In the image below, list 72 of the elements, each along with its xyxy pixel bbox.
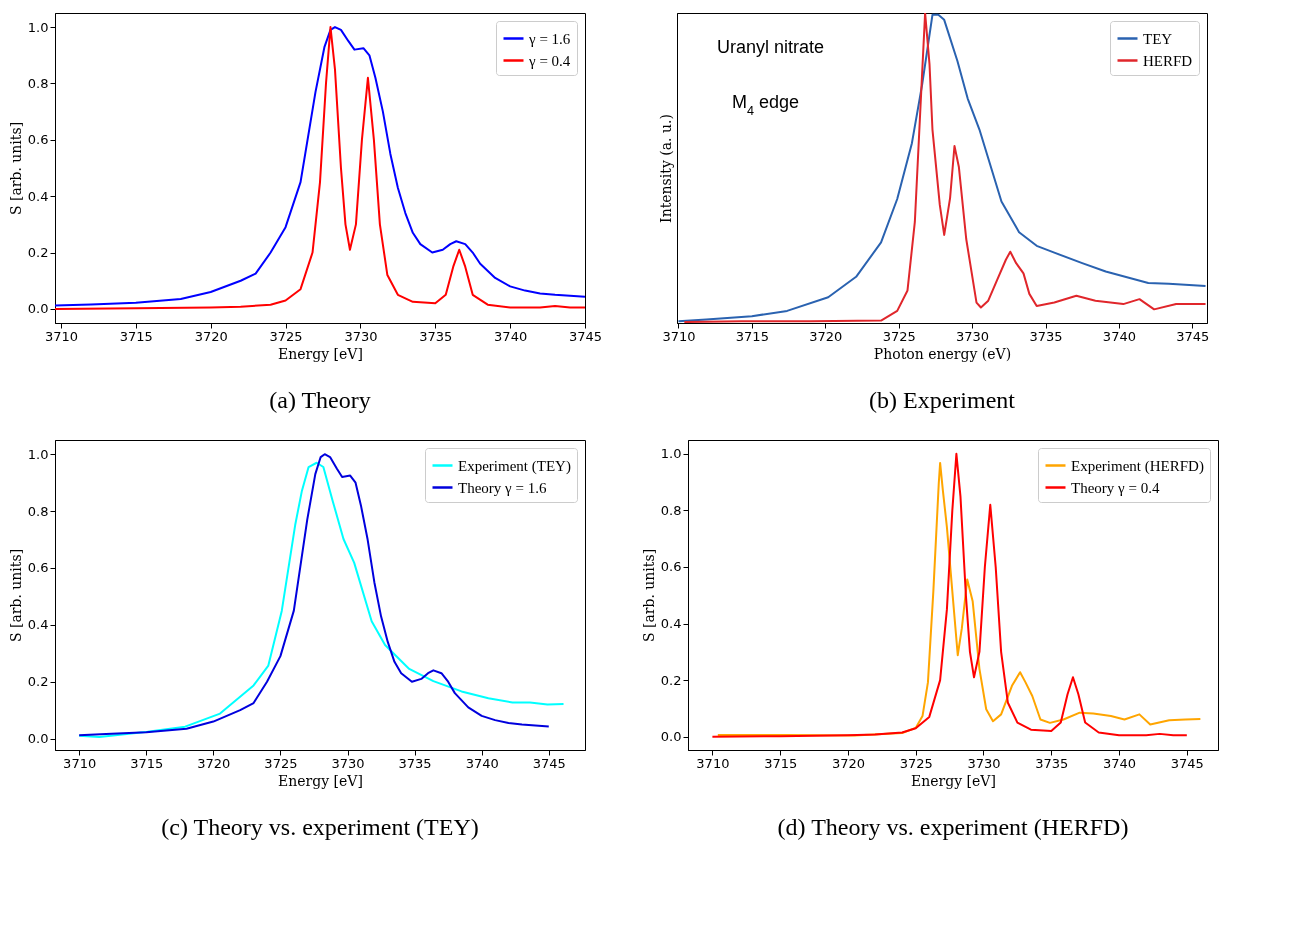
x-axis-title: Energy [eV] bbox=[278, 345, 363, 362]
x-tick-label: 3735 bbox=[398, 755, 432, 771]
y-axis-title: S [arb. units] bbox=[7, 121, 24, 216]
y-tick-label: 0.6 bbox=[660, 559, 682, 575]
x-axis-title: Photon energy (eV) bbox=[873, 345, 1012, 362]
x-tick-label: 3715 bbox=[764, 755, 798, 771]
x-tick-label: 3730 bbox=[344, 328, 378, 344]
x-tick-label: 3720 bbox=[194, 328, 228, 344]
text: (d) Theory vs. experiment (HERFD) bbox=[777, 814, 1129, 840]
x-tick-label: 3745 bbox=[532, 755, 566, 771]
x-tick-label: 3725 bbox=[264, 755, 298, 771]
x-tick-label: 3710 bbox=[662, 328, 696, 344]
x-tick-label: 3740 bbox=[494, 328, 528, 344]
x-tick-label: 3715 bbox=[735, 328, 769, 344]
y-tick-label: 0.8 bbox=[660, 502, 682, 518]
text: (b) Experiment bbox=[869, 387, 1016, 413]
y-tick-label: 0.4 bbox=[27, 188, 49, 204]
x-tick-label: 3745 bbox=[1170, 755, 1204, 771]
x-tick-label: 3725 bbox=[882, 328, 916, 344]
y-axis-title: S [arb. units] bbox=[640, 548, 657, 643]
x-tick-label: 3735 bbox=[419, 328, 453, 344]
x-tick-label: 3715 bbox=[119, 328, 153, 344]
y-axis-title: S [arb. units] bbox=[7, 548, 24, 643]
x-axis-title: Energy [eV] bbox=[911, 772, 996, 789]
text: (a) Theory bbox=[269, 387, 371, 413]
annotation: Uranyl nitrate bbox=[717, 37, 825, 57]
legend-label: γ = 0.4 bbox=[528, 52, 571, 69]
y-tick-label: 1.0 bbox=[27, 446, 49, 462]
y-tick-label: 0.0 bbox=[27, 301, 49, 317]
x-tick-label: 3740 bbox=[465, 755, 499, 771]
y-tick-label: 0.4 bbox=[27, 617, 49, 633]
legend-label: Theory γ = 1.6 bbox=[458, 479, 547, 496]
y-tick-label: 1.0 bbox=[660, 446, 682, 462]
legend-label: Experiment (HERFD) bbox=[1071, 457, 1204, 475]
legend-label: γ = 1.6 bbox=[528, 30, 571, 47]
x-tick-label: 3730 bbox=[956, 328, 990, 344]
x-tick-label: 3745 bbox=[1176, 328, 1210, 344]
y-tick-label: 0.2 bbox=[27, 674, 49, 690]
y-tick-label: 0.4 bbox=[660, 616, 682, 632]
x-tick-label: 3720 bbox=[197, 755, 231, 771]
y-tick-label: 0.8 bbox=[27, 75, 49, 91]
x-tick-label: 3735 bbox=[1029, 328, 1063, 344]
y-tick-label: 0.0 bbox=[27, 731, 49, 747]
x-tick-label: 3730 bbox=[967, 755, 1001, 771]
legend-label: Theory γ = 0.4 bbox=[1071, 479, 1160, 496]
y-tick-label: 0.0 bbox=[660, 729, 682, 745]
x-axis-title: Energy [eV] bbox=[278, 772, 363, 789]
text: (c) Theory vs. experiment (TEY) bbox=[161, 814, 479, 840]
x-tick-label: 3710 bbox=[44, 328, 79, 344]
x-tick-label: 3715 bbox=[130, 755, 164, 771]
x-tick-label: 3725 bbox=[269, 328, 303, 344]
legend-label: HERFD bbox=[1143, 52, 1193, 69]
x-tick-label: 3720 bbox=[831, 755, 865, 771]
legend-label: Experiment (TEY) bbox=[458, 457, 571, 475]
x-tick-label: 3730 bbox=[331, 755, 365, 771]
x-tick-label: 3740 bbox=[1102, 328, 1136, 344]
x-tick-label: 3725 bbox=[899, 755, 933, 771]
y-tick-label: 0.6 bbox=[27, 132, 49, 148]
y-tick-label: 0.2 bbox=[660, 672, 682, 688]
legend-label: TEY bbox=[1143, 30, 1173, 47]
y-tick-label: 0.2 bbox=[27, 245, 49, 261]
y-tick-label: 1.0 bbox=[27, 19, 49, 35]
x-tick-label: 3745 bbox=[568, 328, 603, 344]
x-tick-label: 3735 bbox=[1035, 755, 1069, 771]
x-tick-label: 3710 bbox=[63, 755, 97, 771]
y-tick-label: 0.6 bbox=[27, 560, 49, 576]
x-tick-label: 3720 bbox=[809, 328, 843, 344]
x-tick-label: 3710 bbox=[696, 755, 730, 771]
x-tick-label: 3740 bbox=[1103, 755, 1137, 771]
annotation: M$_{4}$ edge bbox=[732, 92, 800, 118]
y-axis-title: Intensity (a. u.) bbox=[657, 114, 674, 223]
y-tick-label: 0.8 bbox=[27, 503, 49, 519]
